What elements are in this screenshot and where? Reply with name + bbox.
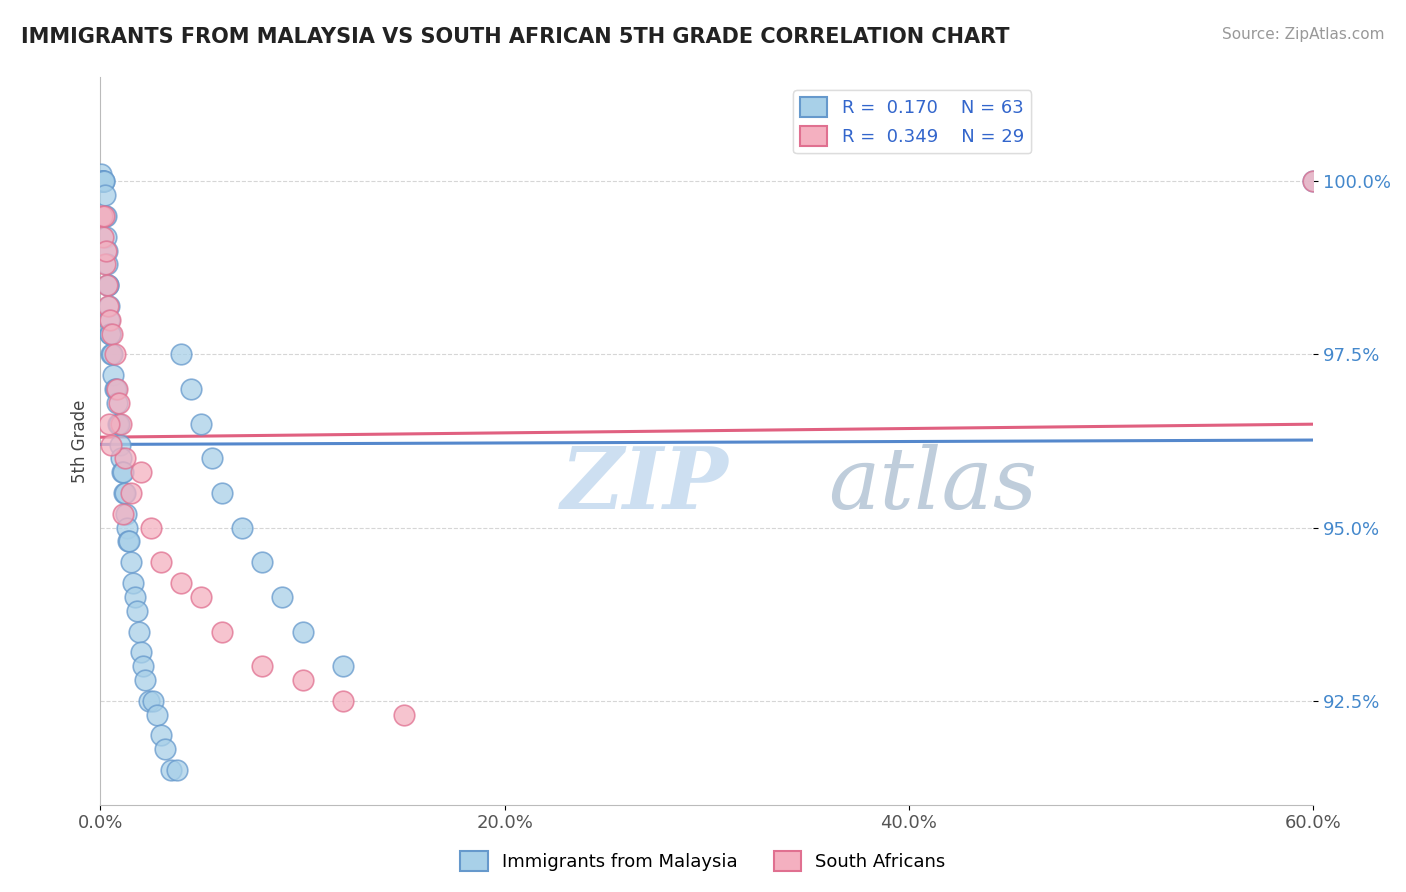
Point: [146, 707, 169, 722]
Point: [150, 728, 173, 742]
Point: [96, 229, 118, 244]
Point: [190, 590, 212, 604]
Point: [291, 673, 314, 687]
Point: [93, 209, 115, 223]
Point: [97, 299, 120, 313]
Point: [114, 507, 136, 521]
Point: [150, 555, 173, 569]
Point: [111, 507, 134, 521]
Point: [138, 694, 160, 708]
Point: [114, 486, 136, 500]
Point: [129, 465, 152, 479]
Point: [1302, 174, 1324, 188]
Text: Source: ZipAtlas.com: Source: ZipAtlas.com: [1222, 27, 1385, 42]
Point: [142, 694, 165, 708]
Point: [129, 645, 152, 659]
Legend: R =  0.170    N = 63, R =  0.349    N = 29: R = 0.170 N = 63, R = 0.349 N = 29: [793, 90, 1032, 153]
Point: [120, 486, 142, 500]
Point: [332, 694, 354, 708]
Point: [93, 174, 115, 188]
Point: [250, 555, 273, 569]
Point: [115, 521, 138, 535]
Point: [96, 244, 118, 258]
Point: [100, 313, 122, 327]
Point: [105, 396, 128, 410]
Y-axis label: 5th Grade: 5th Grade: [72, 400, 89, 483]
Point: [91, 174, 114, 188]
Point: [200, 451, 222, 466]
Point: [170, 347, 193, 361]
Point: [110, 465, 132, 479]
Point: [96, 257, 118, 271]
Point: [98, 313, 121, 327]
Point: [97, 278, 120, 293]
Point: [100, 326, 122, 341]
Point: [110, 451, 132, 466]
Point: [98, 326, 121, 341]
Point: [190, 417, 212, 431]
Point: [104, 382, 127, 396]
Point: [97, 299, 120, 313]
Point: [112, 486, 135, 500]
Point: [91, 174, 114, 188]
Point: [93, 174, 115, 188]
Legend: Immigrants from Malaysia, South Africans: Immigrants from Malaysia, South Africans: [453, 844, 953, 879]
Point: [93, 174, 115, 188]
Text: ZIP: ZIP: [561, 443, 730, 526]
Point: [90, 168, 112, 182]
Point: [103, 382, 125, 396]
Point: [271, 590, 294, 604]
Point: [160, 763, 183, 777]
Point: [1302, 174, 1324, 188]
Point: [93, 229, 115, 244]
Point: [105, 382, 128, 396]
Point: [139, 521, 162, 535]
Text: IMMIGRANTS FROM MALAYSIA VS SOUTH AFRICAN 5TH GRADE CORRELATION CHART: IMMIGRANTS FROM MALAYSIA VS SOUTH AFRICA…: [21, 27, 1010, 46]
Point: [211, 486, 233, 500]
Point: [291, 624, 314, 639]
Point: [121, 576, 143, 591]
Point: [107, 396, 129, 410]
Point: [107, 417, 129, 431]
Point: [170, 576, 193, 591]
Point: [153, 742, 176, 756]
Point: [231, 521, 253, 535]
Point: [166, 763, 188, 777]
Point: [108, 437, 131, 451]
Point: [103, 368, 125, 383]
Point: [94, 209, 117, 223]
Point: [96, 278, 118, 293]
Point: [120, 555, 142, 569]
Point: [128, 624, 150, 639]
Point: [111, 465, 134, 479]
Point: [96, 244, 118, 258]
Point: [211, 624, 233, 639]
Point: [118, 534, 141, 549]
Point: [101, 347, 124, 361]
Point: [91, 174, 114, 188]
Point: [180, 382, 202, 396]
Point: [117, 534, 139, 549]
Point: [114, 451, 136, 466]
Point: [101, 326, 124, 341]
Point: [100, 437, 122, 451]
Point: [97, 278, 120, 293]
Text: atlas: atlas: [828, 443, 1038, 526]
Point: [332, 659, 354, 673]
Point: [132, 659, 155, 673]
Point: [110, 417, 132, 431]
Point: [392, 707, 415, 722]
Point: [98, 417, 121, 431]
Point: [94, 257, 117, 271]
Point: [100, 347, 122, 361]
Point: [124, 590, 146, 604]
Point: [134, 673, 156, 687]
Point: [107, 417, 129, 431]
Point: [94, 209, 117, 223]
Point: [250, 659, 273, 673]
Point: [103, 347, 125, 361]
Point: [125, 604, 148, 618]
Point: [91, 209, 114, 223]
Point: [94, 188, 117, 202]
